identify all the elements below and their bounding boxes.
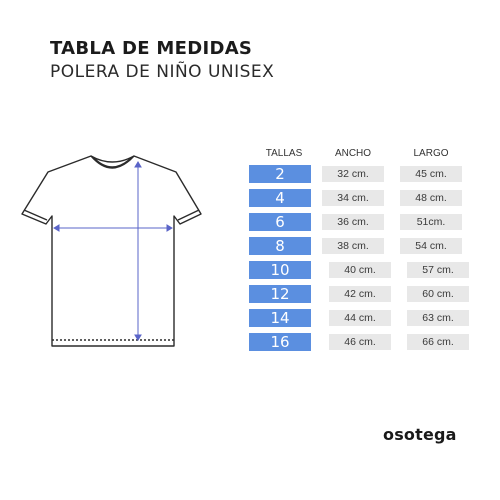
brand-logo: osotega: [383, 425, 457, 444]
ancho-cell: 42 cm.: [329, 286, 391, 302]
header-ancho: ANCHO: [334, 148, 372, 159]
ancho-cell: 46 cm.: [329, 334, 391, 350]
largo-cell: 57 cm.: [407, 262, 469, 278]
page-subtitle: POLERA DE NIÑO UNISEX: [50, 62, 275, 82]
tshirt-diagram: [21, 155, 202, 347]
largo-cell: 60 cm.: [407, 286, 469, 302]
ancho-cell: 36 cm.: [322, 214, 384, 230]
ancho-cell: 44 cm.: [329, 310, 391, 326]
size-cell: 6: [249, 213, 311, 231]
largo-cell: 66 cm.: [407, 334, 469, 350]
header-tallas: TALLAS: [265, 148, 303, 159]
length-measure: [134, 161, 142, 341]
header-largo: LARGO: [413, 148, 449, 159]
size-cell: 2: [249, 165, 311, 183]
largo-cell: 45 cm.: [400, 166, 462, 182]
size-cell: 4: [249, 189, 311, 207]
ancho-cell: 40 cm.: [329, 262, 391, 278]
tshirt-outline: [21, 155, 202, 347]
largo-cell: 54 cm.: [400, 238, 462, 254]
size-cell: 16: [249, 333, 311, 351]
size-cell: 8: [249, 237, 311, 255]
ancho-cell: 38 cm.: [322, 238, 384, 254]
page-title: TABLA DE MEDIDAS: [50, 38, 253, 59]
ancho-cell: 34 cm.: [322, 190, 384, 206]
size-cell: 10: [249, 261, 311, 279]
ancho-cell: 32 cm.: [322, 166, 384, 182]
largo-cell: 51cm.: [400, 214, 462, 230]
size-cell: 12: [249, 285, 311, 303]
size-cell: 14: [249, 309, 311, 327]
largo-cell: 63 cm.: [407, 310, 469, 326]
largo-cell: 48 cm.: [400, 190, 462, 206]
tshirt-collar: [90, 155, 135, 169]
width-measure: [53, 224, 173, 232]
